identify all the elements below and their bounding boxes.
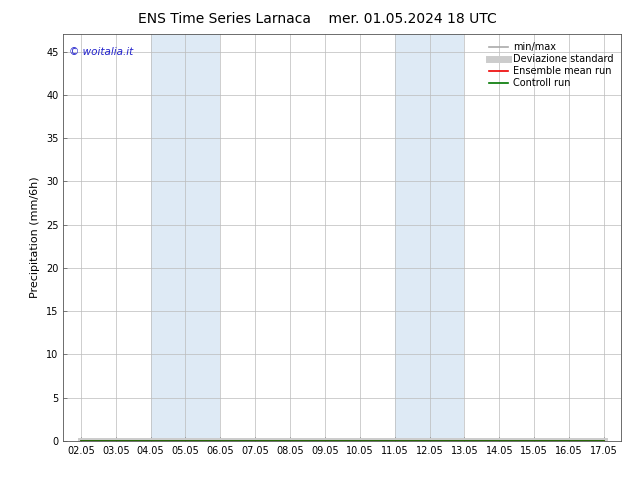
Bar: [394, 34, 464, 441]
Text: ENS Time Series Larnaca    mer. 01.05.2024 18 UTC: ENS Time Series Larnaca mer. 01.05.2024 …: [138, 12, 496, 26]
Text: © woitalia.it: © woitalia.it: [69, 47, 133, 56]
Y-axis label: Precipitation (mm/6h): Precipitation (mm/6h): [30, 177, 41, 298]
Legend: min/max, Deviazione standard, Ensemble mean run, Controll run: min/max, Deviazione standard, Ensemble m…: [486, 39, 616, 91]
Bar: [150, 34, 221, 441]
